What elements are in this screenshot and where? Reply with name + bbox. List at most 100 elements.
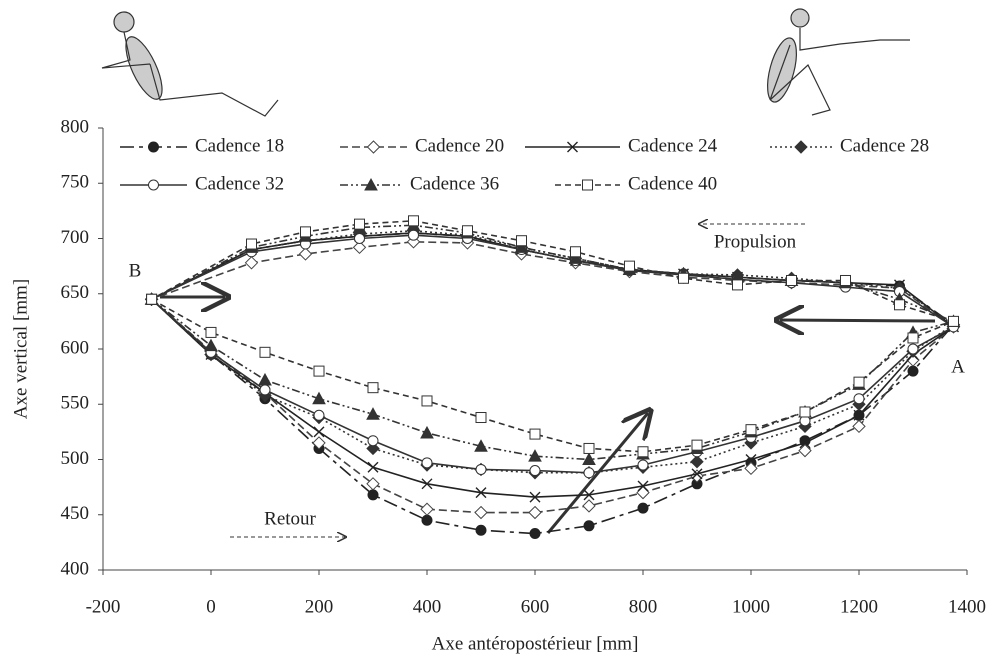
x-axis-label: Axe antéropostérieur [mm] <box>432 633 639 654</box>
legend-marker <box>148 141 159 153</box>
marker <box>744 461 758 476</box>
marker <box>475 463 487 475</box>
marker <box>352 240 367 255</box>
arrow <box>546 413 648 534</box>
legend-marker <box>148 179 159 191</box>
marker <box>475 487 487 499</box>
marker <box>205 326 217 338</box>
marker <box>624 260 635 272</box>
annotation: B <box>129 260 142 281</box>
marker <box>475 412 487 424</box>
marker <box>313 426 325 438</box>
marker <box>583 467 595 479</box>
series-line <box>151 232 955 535</box>
marker <box>637 459 649 471</box>
marker <box>204 338 218 352</box>
marker <box>408 215 419 227</box>
marker <box>907 365 919 377</box>
legend-label: Cadence 32 <box>195 173 284 194</box>
marker <box>637 502 649 514</box>
marker <box>529 528 541 540</box>
marker <box>799 406 811 418</box>
y-tick-label: 550 <box>61 393 90 414</box>
x-tick-label: 200 <box>305 596 334 617</box>
marker <box>745 424 757 436</box>
marker <box>312 391 326 405</box>
marker <box>732 279 743 291</box>
y-tick-label: 650 <box>61 282 90 303</box>
marker <box>367 435 379 447</box>
legend-label: Cadence 18 <box>195 135 284 156</box>
marker <box>568 251 583 264</box>
marker <box>258 372 272 386</box>
legend-marker <box>794 140 808 154</box>
series-line <box>151 241 955 514</box>
marker <box>367 489 379 501</box>
marker <box>852 419 866 434</box>
y-tick-label: 800 <box>61 116 90 137</box>
marker <box>907 343 919 355</box>
marker <box>691 439 703 451</box>
x-tick-label: 400 <box>413 596 442 617</box>
marker <box>786 274 797 286</box>
marker <box>514 240 529 253</box>
marker <box>528 505 542 520</box>
marker <box>366 477 380 491</box>
figure-left <box>101 11 279 117</box>
marker <box>583 442 595 454</box>
figure-right <box>767 8 910 116</box>
marker <box>367 382 379 394</box>
series-line <box>151 229 955 474</box>
marker <box>408 229 419 241</box>
marker <box>691 468 703 480</box>
marker <box>853 409 865 421</box>
marker <box>462 225 473 237</box>
marker <box>907 332 919 344</box>
annotation: Retour <box>264 508 316 529</box>
annotation: A <box>951 356 965 377</box>
x-tick-label: 1200 <box>840 596 878 617</box>
x-tick-label: 1000 <box>732 596 770 617</box>
marker <box>259 384 271 396</box>
marker <box>300 226 311 238</box>
marker <box>528 449 542 462</box>
y-tick-label: 450 <box>61 503 90 524</box>
marker <box>244 256 259 270</box>
y-tick-label: 700 <box>61 227 90 248</box>
marker <box>516 235 527 247</box>
legend-label: Cadence 28 <box>840 135 929 156</box>
marker <box>146 293 158 305</box>
marker <box>840 274 851 286</box>
x-tick-label: 800 <box>629 596 658 617</box>
marker <box>420 502 434 516</box>
marker <box>690 455 704 469</box>
marker <box>312 436 326 450</box>
marker <box>636 485 650 500</box>
marker <box>298 247 313 261</box>
legend-marker <box>567 141 578 153</box>
marker <box>354 233 365 244</box>
marker <box>366 441 380 456</box>
marker <box>583 489 595 501</box>
marker <box>529 428 541 440</box>
series-line <box>151 234 956 474</box>
series-line <box>151 224 956 461</box>
marker <box>354 218 365 230</box>
marker <box>894 299 905 311</box>
marker <box>853 393 865 405</box>
y-tick-label: 500 <box>61 448 90 469</box>
marker <box>799 437 811 449</box>
series-line <box>151 220 956 453</box>
marker <box>678 272 689 284</box>
legend-label: Cadence 24 <box>628 135 718 156</box>
legend-label: Cadence 40 <box>628 173 717 194</box>
marker <box>798 443 812 458</box>
y-axis-label: Axe vertical [mm] <box>10 279 31 419</box>
marker <box>474 439 488 452</box>
y-tick-label: 600 <box>61 337 90 358</box>
y-tick-label: 750 <box>61 172 90 193</box>
x-tick-label: -200 <box>86 596 121 617</box>
marker <box>637 480 649 492</box>
marker <box>367 461 379 473</box>
marker <box>582 452 596 465</box>
